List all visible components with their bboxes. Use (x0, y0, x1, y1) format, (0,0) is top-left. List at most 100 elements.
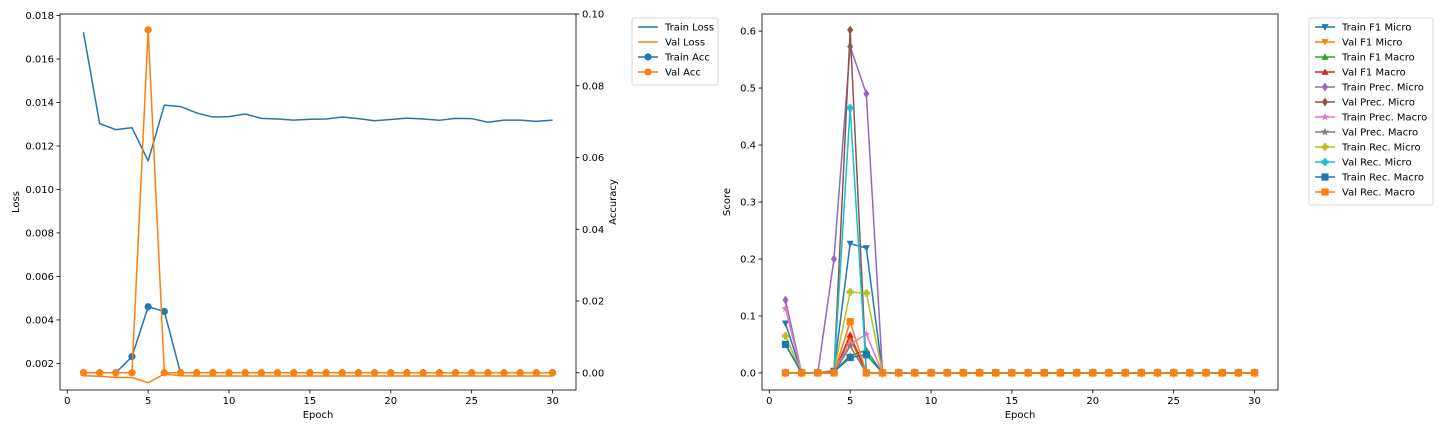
legend-label: Train Loss (664, 23, 714, 34)
data-point-train-f1-micro (781, 320, 790, 327)
data-point-train-prec-micro (847, 41, 854, 51)
legend-label: Train Acc (664, 53, 710, 64)
y-axis-label: Score (722, 188, 733, 216)
x-tick-label: 25 (465, 396, 478, 407)
data-point-val-acc (532, 369, 540, 377)
data-point-train-acc (160, 307, 168, 316)
data-point-val-acc (306, 369, 314, 377)
legend-marker (1321, 39, 1329, 46)
legend-marker (1321, 97, 1329, 107)
data-point-train-rec-micro (846, 288, 854, 296)
x-tick-label: 5 (145, 396, 151, 407)
data-point-val-acc (273, 369, 282, 377)
legend-box (631, 17, 719, 86)
legend: Train F1 Micro Val F1 Micro Train F1 Macro… (1308, 17, 1434, 206)
data-point-val-acc (403, 369, 411, 377)
x-tick-label: 15 (1006, 396, 1019, 407)
x-tick-label: 25 (1167, 396, 1180, 407)
y-tick-label: 0.004 (25, 315, 54, 326)
series-group (79, 26, 557, 384)
legend-label: Train F1 Micro (1341, 23, 1411, 34)
data-point-val-rec-macro (1008, 369, 1016, 377)
y2-tick-label: 0.02 (582, 297, 604, 308)
data-point-train-prec-macro (781, 304, 790, 313)
x-tick-label: 30 (1248, 396, 1261, 407)
data-point-val-rec-macro (992, 369, 1000, 377)
legend-marker (644, 68, 652, 76)
legend-marker (1320, 112, 1330, 121)
data-point-val-rec-micro (846, 104, 854, 112)
data-point-val-acc (500, 369, 508, 377)
data-point-val-rec-macro (975, 369, 984, 377)
data-point-val-acc (79, 369, 88, 377)
legend-label: Val Acc (665, 68, 701, 79)
legend-marker (1321, 158, 1329, 166)
legend-label: Val F1 Micro (1342, 38, 1402, 49)
data-point-val-acc (257, 369, 265, 377)
legend-marker (1321, 68, 1329, 75)
y-tick-label: 0.010 (25, 185, 54, 196)
data-point-val-acc (322, 369, 330, 377)
data-point-val-rec-macro (814, 369, 822, 377)
data-point-val-rec-macro (959, 369, 967, 377)
data-point-val-acc (176, 369, 185, 377)
y2-tick-label: 0.10 (582, 10, 604, 21)
data-point-val-rec-macro (878, 369, 887, 377)
x-tick-label: 0 (766, 396, 772, 407)
data-point-val-acc (451, 369, 460, 377)
legend-marker (1321, 143, 1329, 151)
legend-label: Val F1 Macro (1342, 68, 1406, 79)
series-line-val-loss (83, 373, 553, 384)
data-point-train-rec-micro (862, 289, 870, 297)
y-tick-label: 0.6 (740, 27, 756, 38)
x-tick-label: 15 (304, 396, 317, 407)
data-point-val-rec-macro (798, 369, 806, 377)
chart-panel-2: 0 5 10 15 20 25 30 0.0 0.1 0.2 0.3 0.4 0.5 0.6 Epoch Sc… (722, 13, 1434, 421)
legend-label: Val Rec. Micro (1342, 158, 1412, 169)
data-point-val-prec-macro (846, 341, 855, 350)
data-point-val-rec-macro (1202, 369, 1210, 377)
data-point-val-acc (484, 369, 492, 377)
data-point-train-f1-micro (862, 245, 870, 252)
data-point-train-acc (128, 353, 136, 361)
data-point-val-rec-macro (1024, 369, 1032, 377)
data-point-val-acc (548, 369, 557, 377)
data-point-val-rec-macro (1170, 369, 1178, 377)
data-point-train-rec-macro (781, 340, 790, 349)
legend-marker (1321, 188, 1329, 196)
y-tick-label: 0.1 (740, 311, 756, 322)
y2-tick-label: 0.08 (582, 81, 604, 92)
y2-tick-label: 0.04 (582, 225, 604, 236)
data-point-val-rec-macro (862, 369, 870, 377)
y-tick-label: 0.016 (25, 55, 54, 66)
legend-marker (1321, 53, 1329, 60)
data-point-val-f1-macro (846, 331, 854, 338)
data-point-val-acc (435, 369, 443, 377)
y2-tick-label: 0.06 (582, 153, 604, 164)
data-point-val-acc (144, 26, 152, 34)
data-point-val-acc (354, 369, 363, 377)
legend-label: Train Prec. Macro (1341, 113, 1427, 124)
data-point-val-rec-macro (1137, 369, 1145, 377)
data-point-val-acc (290, 369, 298, 377)
x-tick-label: 10 (925, 396, 938, 407)
legend-label: Train Rec. Macro (1341, 173, 1424, 184)
data-point-val-rec-macro (1234, 369, 1242, 377)
legend-marker (1321, 24, 1329, 31)
data-point-val-acc (160, 369, 168, 377)
legend-marker (1320, 127, 1330, 136)
y-tick-label: 0.2 (740, 254, 756, 265)
data-point-val-acc (241, 369, 249, 377)
series-line-val-acc (83, 29, 553, 374)
data-point-val-rec-macro (1218, 369, 1226, 377)
y-tick-label: 0.012 (25, 141, 54, 152)
series-line-train-acc (83, 306, 553, 374)
data-point-val-prec-micro (847, 25, 854, 35)
legend-marker (1321, 82, 1329, 92)
series-group (781, 25, 1259, 378)
x-tick-label: 5 (847, 396, 853, 407)
y-tick-label: 0.002 (25, 359, 54, 370)
legend-label: Val Rec. Macro (1342, 188, 1415, 199)
y-tick-label: 0.018 (25, 11, 54, 22)
